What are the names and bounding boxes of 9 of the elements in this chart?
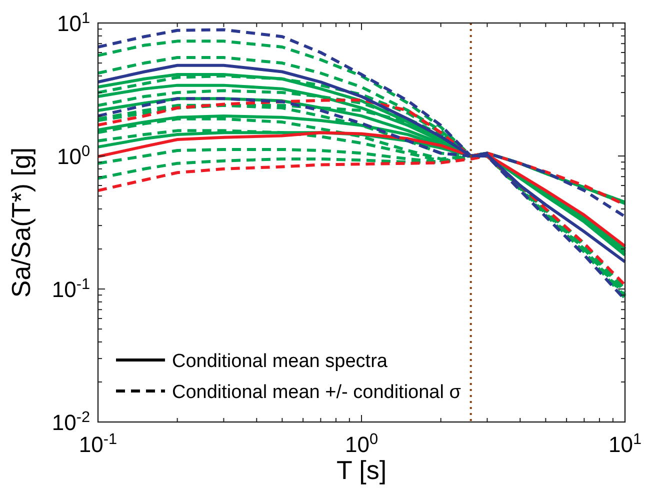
y-tick-label: 10$^{1}$ [56, 10, 90, 36]
x-tick-label: 10$^{0}$ [344, 430, 378, 457]
annotation: Conditional mean spectra [172, 351, 388, 372]
x-tick-label: 10$^{1}$ [608, 430, 642, 457]
y-tick-label: 10$^{-1}$ [52, 276, 90, 302]
x-axis-title: T [s] [336, 455, 387, 485]
y-tick-label: 10$^{0}$ [56, 142, 90, 169]
annotation: Conditional mean +/- conditional σ [172, 382, 462, 403]
y-axis-title: Sa/Sa(T*) [g] [6, 147, 36, 298]
